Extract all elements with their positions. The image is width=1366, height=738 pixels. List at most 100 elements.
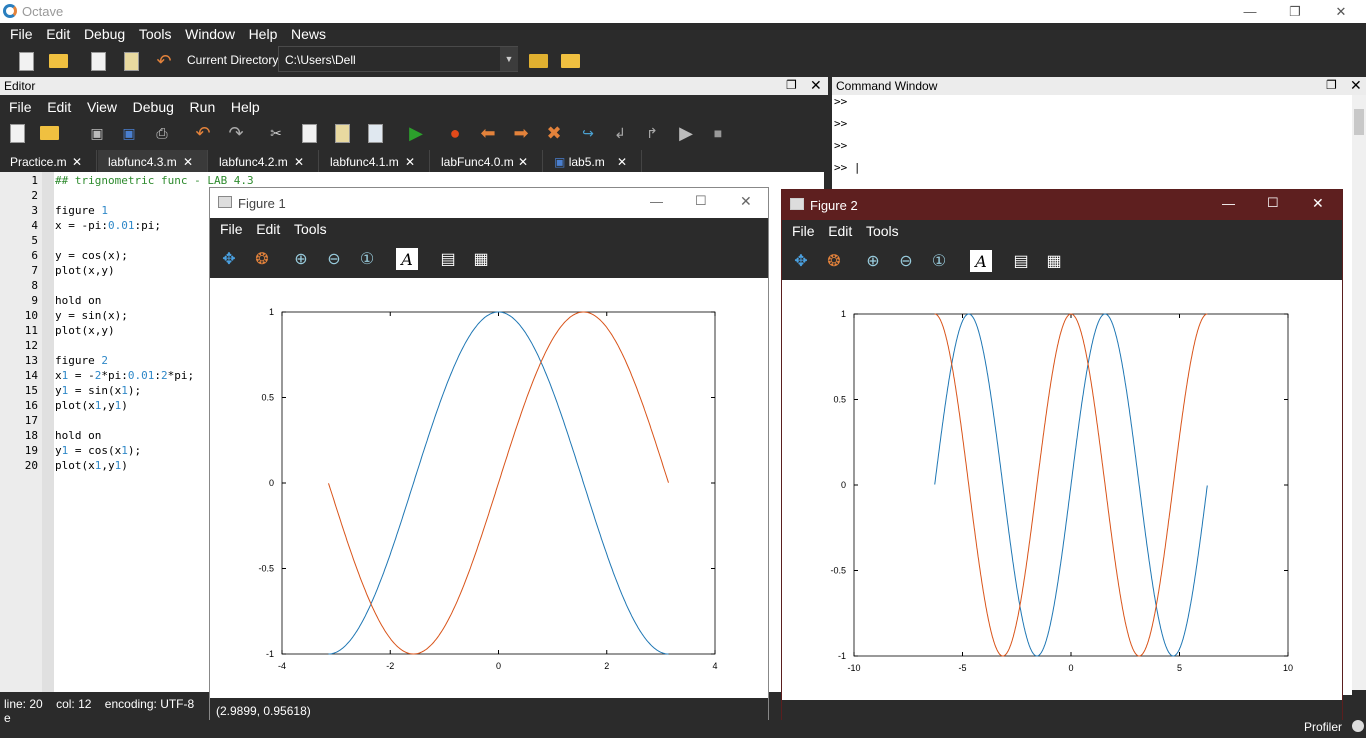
open-file-icon[interactable] — [38, 122, 60, 144]
series-line-cos — [934, 313, 1208, 657]
fig-menu-file[interactable]: File — [220, 221, 243, 237]
fig-menu-file[interactable]: File — [792, 223, 815, 239]
menu-window[interactable]: Window — [185, 26, 235, 42]
zoom-in-icon[interactable]: ⊕ — [294, 251, 308, 268]
minimize-icon[interactable]: — — [1222, 196, 1235, 211]
tab-labfunc4-3[interactable]: labfunc4.3.m ✕ — [98, 150, 208, 172]
previous-breakpoint-icon[interactable]: ⬅ — [480, 122, 496, 143]
series-line-cos — [328, 311, 669, 655]
zoom-reset-icon[interactable]: ① — [359, 251, 375, 268]
menu-debug[interactable]: Debug — [83, 26, 126, 42]
open-folder-icon[interactable] — [47, 50, 69, 72]
zoom-reset-icon[interactable]: ① — [931, 253, 947, 270]
toggle-grid-icon[interactable]: ▦ — [473, 251, 489, 268]
stop-icon[interactable]: ■ — [713, 125, 723, 141]
tab-labfunc4-2[interactable]: labfunc4.2.m ✕ — [209, 150, 319, 172]
menu-help[interactable]: Help — [248, 26, 278, 42]
close-icon[interactable]: ✕ — [740, 193, 752, 209]
paste-icon[interactable] — [331, 122, 353, 144]
browse-folder-icon[interactable] — [559, 50, 581, 72]
fig-menu-tools[interactable]: Tools — [293, 221, 327, 237]
minimize-icon[interactable]: — — [1243, 4, 1257, 19]
redo-icon[interactable]: ↷ — [228, 122, 244, 143]
tab-practice[interactable]: Practice.m ✕ — [0, 150, 97, 172]
next-breakpoint-icon[interactable]: ➡ — [513, 122, 529, 143]
figure-2-chart: -10 -5 0 5 10 1 0.5 0 -0.5 -1 — [830, 309, 1293, 673]
code-line: y1 = sin(x1); — [55, 384, 142, 397]
copy-icon[interactable] — [298, 122, 320, 144]
menu-file[interactable]: File — [10, 26, 33, 42]
figure-1-plot-area[interactable]: -4 -2 0 2 4 1 0.5 0 -0.5 -1 — [210, 278, 768, 698]
fig-menu-edit[interactable]: Edit — [828, 223, 853, 239]
menu-tools[interactable]: Tools — [138, 26, 172, 42]
save-as-icon[interactable]: ▣ — [122, 124, 136, 141]
new-file-icon[interactable] — [6, 122, 28, 144]
scrollbar[interactable] — [1352, 95, 1366, 690]
step-out-icon[interactable]: ↱ — [646, 124, 658, 141]
code-line: hold on — [55, 294, 102, 307]
pan-icon[interactable]: ✥ — [222, 251, 236, 268]
run-icon[interactable]: ▶ — [409, 122, 423, 143]
save-icon[interactable]: ▣ — [90, 124, 104, 141]
editor-menu-help[interactable]: Help — [230, 99, 260, 115]
x-tick-label: 4 — [712, 661, 717, 671]
menu-news[interactable]: News — [290, 26, 326, 42]
editor-menu-debug[interactable]: Debug — [132, 99, 174, 115]
zoom-out-icon[interactable]: ⊖ — [327, 251, 341, 268]
rotate-icon[interactable]: ❂ — [827, 253, 841, 270]
undock-icon[interactable]: ❐ — [786, 78, 797, 92]
close-command-window-icon[interactable]: ✕ — [1350, 77, 1362, 93]
zoom-in-icon[interactable]: ⊕ — [866, 253, 880, 270]
new-script-icon[interactable] — [15, 50, 37, 72]
code-line: y = cos(x); — [55, 249, 128, 262]
zoom-out-icon[interactable]: ⊖ — [899, 253, 913, 270]
toggle-axes-icon[interactable]: ▤ — [440, 251, 456, 268]
close-icon[interactable]: ✕ — [1312, 195, 1324, 211]
fig-menu-tools[interactable]: Tools — [865, 223, 899, 239]
editor-menu-edit[interactable]: Edit — [47, 99, 72, 115]
maximize-icon[interactable]: ☐ — [695, 193, 707, 208]
x-tick-label: -2 — [386, 661, 394, 671]
pan-icon[interactable]: ✥ — [794, 253, 808, 270]
folder-up-icon[interactable] — [527, 50, 549, 72]
tab-labfunc4-1[interactable]: labfunc4.1.m ✕ — [320, 150, 430, 172]
profiler-status-icon — [1352, 720, 1364, 732]
figure-2-menubar: File Edit Tools — [782, 220, 1342, 242]
toggle-grid-icon[interactable]: ▦ — [1046, 253, 1062, 270]
tab-labfunc4-0[interactable]: labFunc4.0.m ✕ — [431, 150, 543, 172]
undo-icon[interactable]: ↶ — [195, 122, 211, 143]
menu-edit[interactable]: Edit — [46, 26, 71, 42]
close-icon[interactable]: ✕ — [1335, 3, 1347, 19]
minimize-icon[interactable]: — — [650, 194, 663, 209]
editor-menu-run[interactable]: Run — [189, 99, 216, 115]
print-icon[interactable]: ⎙ — [156, 124, 168, 141]
figure-2-plot-area[interactable]: -10 -5 0 5 10 1 0.5 0 -0.5 -1 — [782, 280, 1342, 700]
copy-icon[interactable] — [87, 50, 109, 72]
fig-menu-edit[interactable]: Edit — [256, 221, 281, 237]
undo-icon[interactable]: ↶ — [156, 50, 172, 71]
rotate-icon[interactable]: ❂ — [255, 251, 269, 268]
toggle-axes-icon[interactable]: ▤ — [1013, 253, 1029, 270]
cut-icon[interactable]: ✂ — [270, 124, 282, 141]
breakpoint-icon[interactable]: ● — [449, 122, 461, 143]
step-icon[interactable]: ↪ — [582, 124, 594, 141]
insert-text-icon[interactable]: A — [396, 248, 418, 270]
code-line: x = -pi:0.01:pi; — [55, 219, 161, 232]
tab-lab5[interactable]: ▣ lab5.m ✕ — [544, 150, 642, 172]
undock-icon[interactable]: ❐ — [1326, 78, 1337, 92]
insert-text-icon[interactable]: A — [970, 250, 992, 272]
remove-breakpoints-icon[interactable]: ✖ — [546, 122, 562, 143]
editor-dock-title: Editor ❐ ✕ — [0, 77, 828, 95]
find-icon[interactable] — [364, 122, 386, 144]
chevron-down-icon[interactable]: ▼ — [500, 47, 518, 71]
paste-icon[interactable] — [120, 50, 142, 72]
maximize-icon[interactable]: ☐ — [1267, 195, 1279, 210]
continue-icon[interactable]: ▶ — [679, 122, 693, 143]
step-in-icon[interactable]: ↲ — [614, 124, 626, 141]
current-directory-input[interactable]: C:\Users\Dell — [278, 46, 518, 72]
editor-menu-view[interactable]: View — [86, 99, 118, 115]
restore-icon[interactable]: ❐ — [1289, 3, 1301, 19]
close-editor-icon[interactable]: ✕ — [810, 77, 822, 93]
profiler-label[interactable]: Profiler — [1304, 720, 1343, 734]
editor-menu-file[interactable]: File — [9, 99, 32, 115]
